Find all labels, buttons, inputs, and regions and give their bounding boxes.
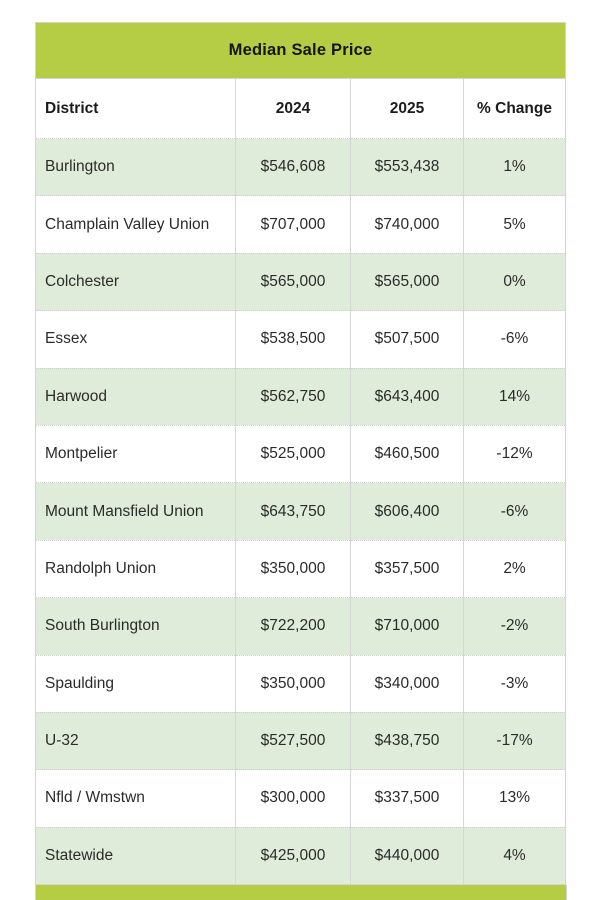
district-cell: Nfld / Wmstwn	[35, 769, 236, 828]
column-header-2024: 2024	[235, 78, 351, 139]
pct-change-cell: -3%	[462, 654, 567, 713]
value-2024-cell: $350,000	[235, 654, 351, 713]
value-2024-cell: $722,200	[235, 597, 351, 656]
table-row: Spaulding $350,000 $340,000 -3%	[35, 654, 567, 713]
table-row: Harwood $562,750 $643,400 14%	[35, 367, 567, 426]
district-cell: Randolph Union	[35, 539, 236, 599]
pct-change-cell: -6%	[462, 482, 567, 541]
table-row: Colchester $565,000 $565,000 0%	[35, 252, 567, 312]
table-title: Median Sale Price	[34, 22, 567, 79]
next-table-header-bar-partial	[35, 885, 567, 900]
value-2024-cell: $525,000	[235, 424, 351, 484]
table-row: Burlington $546,608 $553,438 1%	[35, 137, 567, 197]
district-cell: Champlain Valley Union	[35, 195, 236, 254]
district-cell: Harwood	[35, 367, 236, 426]
pct-change-cell: -6%	[462, 310, 567, 369]
value-2024-cell: $707,000	[235, 195, 351, 254]
value-2025-cell: $337,500	[350, 769, 464, 828]
table-row: South Burlington $722,200 $710,000 -2%	[35, 597, 567, 656]
value-2025-cell: $440,000	[350, 826, 464, 886]
district-cell: Statewide	[35, 826, 236, 886]
value-2025-cell: $553,438	[350, 137, 464, 197]
value-2025-cell: $460,500	[350, 424, 464, 484]
column-header-row: District 2024 2025 % Change	[35, 78, 567, 139]
value-2024-cell: $546,608	[235, 137, 351, 197]
table-row: Essex $538,500 $507,500 -6%	[35, 310, 567, 369]
table-row: Randolph Union $350,000 $357,500 2%	[35, 539, 567, 599]
value-2024-cell: $425,000	[235, 826, 351, 886]
pct-change-cell: -17%	[462, 711, 567, 771]
median-sale-price-table: Median Sale Price District 2024 2025 % C…	[34, 22, 567, 886]
value-2025-cell: $643,400	[350, 367, 464, 426]
value-2024-cell: $527,500	[235, 711, 351, 771]
value-2025-cell: $357,500	[350, 539, 464, 599]
value-2024-cell: $300,000	[235, 769, 351, 828]
pct-change-cell: 2%	[462, 539, 567, 599]
value-2025-cell: $438,750	[350, 711, 464, 771]
table-row: Nfld / Wmstwn $300,000 $337,500 13%	[35, 769, 567, 828]
table-row: Montpelier $525,000 $460,500 -12%	[35, 424, 567, 484]
value-2025-cell: $710,000	[350, 597, 464, 656]
table-row: Champlain Valley Union $707,000 $740,000 5%	[35, 195, 567, 254]
district-cell: South Burlington	[35, 597, 236, 656]
column-header-2025: 2025	[350, 78, 464, 139]
column-header-pct-change: % Change	[462, 78, 567, 139]
table-body: Burlington $546,608 $553,438 1% Champlain Va…	[35, 137, 567, 886]
pct-change-cell: 14%	[462, 367, 567, 426]
pct-change-cell: 0%	[462, 252, 567, 312]
district-cell: Colchester	[35, 252, 236, 312]
value-2025-cell: $507,500	[350, 310, 464, 369]
table-row: U-32 $527,500 $438,750 -17%	[35, 711, 567, 771]
pct-change-cell: 13%	[462, 769, 567, 828]
pct-change-cell: 5%	[462, 195, 567, 254]
table-row: Mount Mansfield Union $643,750 $606,400 -6%	[35, 482, 567, 541]
value-2024-cell: $643,750	[235, 482, 351, 541]
value-2024-cell: $562,750	[235, 367, 351, 426]
value-2025-cell: $340,000	[350, 654, 464, 713]
value-2024-cell: $350,000	[235, 539, 351, 599]
value-2024-cell: $565,000	[235, 252, 351, 312]
table-title-row: Median Sale Price	[34, 22, 567, 79]
pct-change-cell: 4%	[462, 826, 567, 886]
pct-change-cell: -2%	[462, 597, 567, 656]
district-cell: U-32	[35, 711, 236, 771]
column-header-district: District	[35, 78, 236, 139]
district-cell: Montpelier	[35, 424, 236, 484]
district-cell: Mount Mansfield Union	[35, 482, 236, 541]
value-2025-cell: $606,400	[350, 482, 464, 541]
pct-change-cell: 1%	[462, 137, 567, 197]
pct-change-cell: -12%	[462, 424, 567, 484]
district-cell: Spaulding	[35, 654, 236, 713]
district-cell: Burlington	[35, 137, 236, 197]
value-2024-cell: $538,500	[235, 310, 351, 369]
value-2025-cell: $740,000	[350, 195, 464, 254]
table-row: Statewide $425,000 $440,000 4%	[35, 826, 567, 886]
value-2025-cell: $565,000	[350, 252, 464, 312]
district-cell: Essex	[35, 310, 236, 369]
